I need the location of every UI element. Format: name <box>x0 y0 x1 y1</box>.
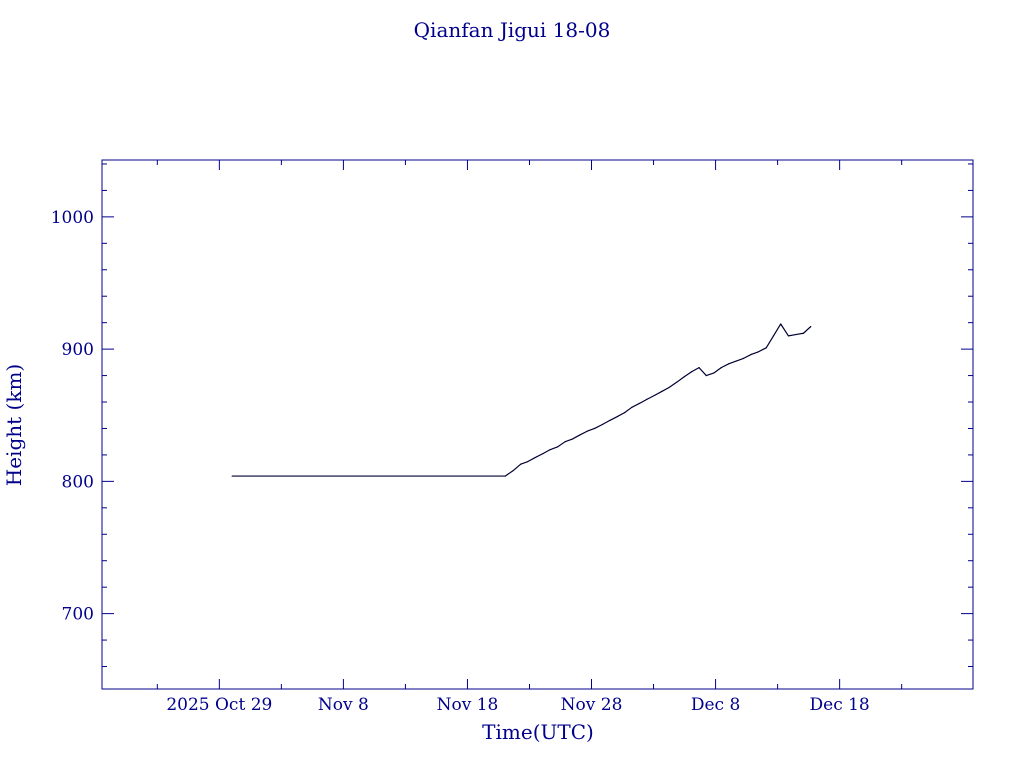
data-point <box>661 390 663 393</box>
data-point <box>668 386 670 389</box>
x-tick-label: Nov 28 <box>561 695 623 715</box>
data-point <box>720 367 722 369</box>
data-point <box>586 430 588 432</box>
y-tick-label: 800 <box>62 472 94 492</box>
data-point <box>534 456 536 459</box>
data-point <box>713 372 715 374</box>
data-point <box>802 332 805 334</box>
data-point <box>542 453 544 455</box>
data-point <box>765 347 767 349</box>
data-point <box>646 398 648 400</box>
data-point <box>504 475 506 477</box>
data-point <box>624 412 626 414</box>
data-point <box>579 434 581 436</box>
data-point <box>787 335 790 337</box>
data-point <box>527 460 529 463</box>
data-point <box>772 335 775 337</box>
data-point <box>556 446 559 448</box>
y-axis-ticks <box>102 163 973 668</box>
data-point <box>609 419 611 422</box>
data-point <box>757 351 760 353</box>
data-point <box>698 367 700 369</box>
data-point <box>810 326 812 328</box>
data-point <box>601 423 603 426</box>
data-point <box>683 376 685 378</box>
plot-frame <box>101 159 974 690</box>
data-point <box>638 402 641 404</box>
x-tick-label: Dec 18 <box>810 695 870 715</box>
data-point <box>549 449 551 451</box>
chart-title: Qianfan Jigui 18-08 <box>414 18 611 42</box>
y-tick-label: 700 <box>62 605 94 625</box>
y-tick-label: 900 <box>62 340 94 360</box>
data-point <box>676 381 678 383</box>
data-point <box>564 441 566 443</box>
data-point <box>616 415 618 418</box>
data-point <box>750 353 752 356</box>
data-point <box>691 371 693 373</box>
data-point <box>728 363 730 365</box>
data-point <box>780 323 782 325</box>
x-tick-label: Dec 8 <box>691 695 740 715</box>
data-point <box>631 406 633 408</box>
data-point <box>742 357 745 359</box>
x-tick-label: Nov 18 <box>437 695 499 715</box>
data-point <box>795 333 797 336</box>
data-point <box>653 394 656 396</box>
series-layer <box>231 323 812 477</box>
x-tick-label: Nov 8 <box>318 695 369 715</box>
data-point <box>231 475 233 477</box>
x-axis-tick-labels: 2025 Oct 29 Nov 8 Nov 18 Nov 28 Dec 8 Dec 18 <box>166 695 869 715</box>
y-tick-label: 1000 <box>51 208 94 228</box>
y-axis-tick-labels: 700 800 900 1000 <box>51 208 94 625</box>
data-point <box>571 438 573 440</box>
data-point <box>705 374 707 377</box>
x-axis-ticks <box>156 160 903 689</box>
data-point <box>735 360 737 362</box>
data-point <box>512 470 514 472</box>
data-point <box>520 463 522 465</box>
x-tick-label: 2025 Oct 29 <box>166 695 272 715</box>
data-point <box>594 427 596 430</box>
x-axis-label: Time(UTC) <box>482 720 594 744</box>
y-axis-label: Height (km) <box>2 364 26 486</box>
